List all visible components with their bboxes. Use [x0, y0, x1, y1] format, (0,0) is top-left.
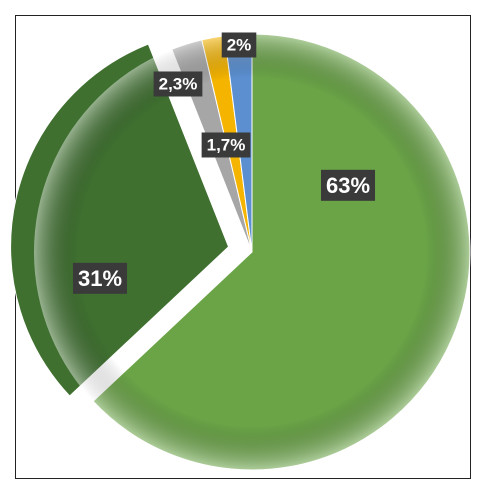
data-label: 31%	[78, 266, 122, 291]
data-label-group: 63%	[320, 169, 376, 201]
data-label-group: 31%	[72, 262, 128, 294]
data-label: 2,3%	[159, 74, 198, 93]
data-label-box	[72, 262, 128, 294]
data-label: 63%	[326, 173, 370, 198]
data-label: 1,7%	[207, 135, 246, 154]
data-label: 2%	[227, 35, 252, 54]
data-label-group: 2%	[221, 32, 257, 58]
data-label-box	[201, 132, 251, 158]
data-label-box	[153, 71, 203, 97]
data-label-box	[320, 169, 376, 201]
data-label-group: 2,3%	[153, 71, 203, 97]
data-label-box	[221, 32, 257, 58]
data-label-group: 1,7%	[201, 132, 251, 158]
